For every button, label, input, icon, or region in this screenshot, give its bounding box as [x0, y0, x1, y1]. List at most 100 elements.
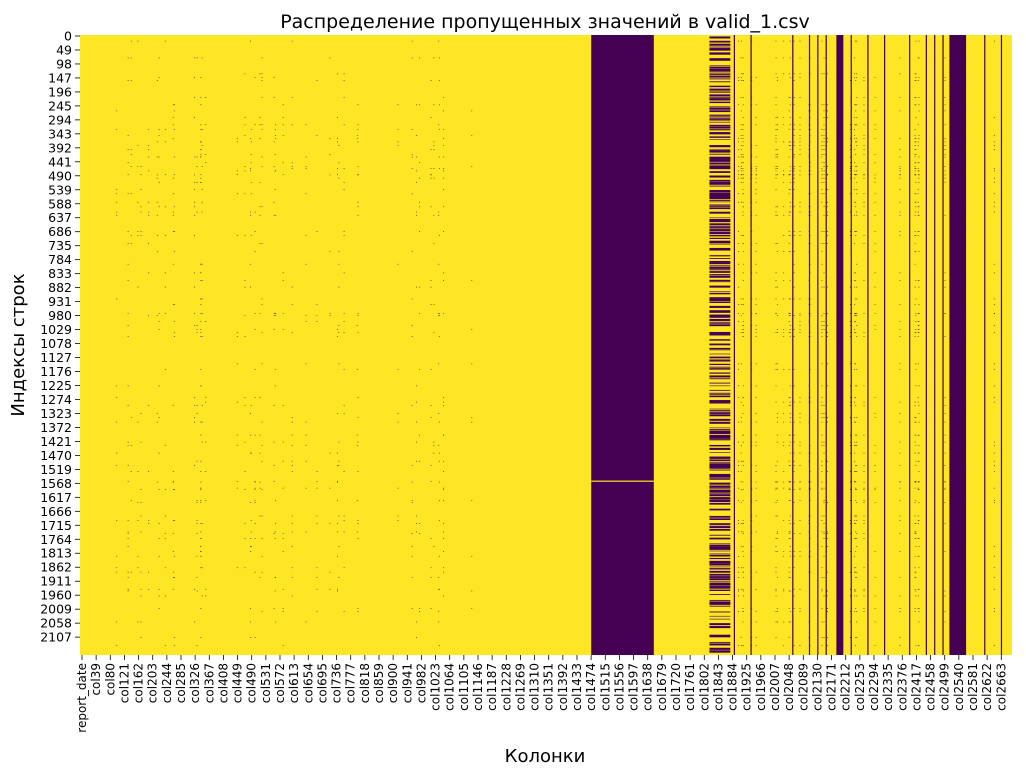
x-tick-label: col1228 — [499, 663, 513, 711]
missing-cell — [793, 481, 795, 483]
missing-cell — [742, 595, 744, 597]
missing-cell — [917, 141, 919, 143]
missing-cell — [172, 124, 174, 126]
missing-cell — [944, 595, 946, 597]
missing-cell — [411, 251, 413, 253]
missing-cell — [130, 471, 132, 472]
x-tick-label: col1556 — [612, 663, 626, 711]
missing-cell — [148, 315, 150, 317]
missing-cell — [742, 571, 744, 573]
missing-cell — [201, 145, 203, 146]
missing-cell — [823, 272, 825, 274]
missing-cell — [914, 149, 916, 151]
missing-row-segment — [709, 98, 731, 101]
missing-cell — [158, 134, 160, 136]
missing-cell — [899, 551, 901, 552]
missing-cell — [918, 280, 920, 281]
missing-cell — [755, 487, 757, 489]
missing-cell — [821, 332, 823, 333]
missing-cell — [430, 538, 432, 539]
missing-row-segment — [709, 297, 731, 299]
missing-cell — [194, 421, 196, 423]
missing-cell — [337, 138, 338, 140]
missing-cell — [250, 404, 252, 406]
missing-cell — [254, 637, 256, 638]
missing-cell — [874, 608, 876, 609]
missing-cell — [443, 313, 445, 315]
missing-cell — [874, 595, 876, 597]
missing-cell — [788, 214, 790, 216]
missing-cell — [917, 193, 919, 195]
missing-cell — [915, 149, 917, 151]
missing-cell — [742, 588, 744, 590]
missing-cell — [855, 206, 857, 208]
missing-cell — [430, 369, 432, 370]
missing-cell — [755, 272, 757, 274]
missing-cell — [116, 452, 118, 454]
missing-cell — [776, 531, 778, 533]
missing-cell — [826, 595, 828, 597]
missing-cell — [855, 567, 857, 569]
missing-cell — [397, 145, 399, 146]
missing-cell — [273, 481, 275, 482]
missing-cell — [783, 401, 785, 403]
missing-cell — [823, 595, 825, 597]
missing-cell — [854, 471, 856, 472]
missing-row-segment — [709, 566, 731, 568]
missing-cell — [329, 452, 331, 454]
missing-cell — [282, 329, 284, 330]
missing-cell — [915, 500, 917, 501]
missing-cell — [915, 444, 917, 446]
missing-cell — [755, 421, 757, 423]
missing-cell — [917, 145, 919, 146]
missing-row-segment — [709, 220, 731, 223]
missing-cell — [755, 251, 757, 253]
missing-cell — [305, 168, 307, 169]
missing-cell — [755, 182, 757, 183]
missing-cell — [274, 385, 276, 387]
missing-cell — [826, 363, 828, 365]
missing-cell — [737, 421, 739, 423]
missing-cell — [194, 313, 196, 314]
missing-cell — [254, 251, 256, 253]
missing-cell — [823, 145, 825, 146]
missing-cell — [430, 286, 432, 288]
missing-cell — [917, 80, 919, 81]
missing-cell — [856, 174, 858, 175]
missing-cell — [799, 97, 801, 98]
missing-cell — [855, 321, 857, 322]
missing-cell — [316, 588, 318, 590]
missing-cell — [775, 298, 777, 300]
missing-cell — [244, 134, 246, 136]
missing-cell — [291, 577, 293, 578]
missing-cell — [140, 595, 142, 597]
missing-cell — [200, 177, 202, 179]
missing-cell — [826, 325, 828, 326]
missing-cell — [776, 611, 778, 612]
missing-cell — [755, 645, 757, 647]
missing-cell — [776, 117, 778, 118]
missing-cell — [244, 489, 246, 490]
missing-cell — [874, 413, 876, 414]
missing-cell — [944, 104, 946, 106]
missing-cell — [430, 117, 432, 118]
missing-cell — [755, 471, 757, 472]
missing-cell — [127, 385, 129, 387]
x-tick-label: col2622 — [980, 663, 994, 711]
missing-row-segment — [709, 85, 731, 88]
missing-cell — [783, 280, 785, 281]
missing-row-segment — [709, 301, 731, 303]
missing-cell — [261, 571, 263, 573]
missing-cell — [826, 174, 828, 175]
x-tick-label: col1843 — [711, 663, 725, 711]
missing-cell — [874, 325, 876, 326]
missing-cell — [856, 73, 858, 75]
missing-cell — [821, 201, 823, 203]
missing-cell — [799, 332, 801, 333]
missing-cell — [915, 97, 917, 98]
missing-cell — [164, 206, 166, 208]
missing-cell — [899, 645, 901, 647]
missing-cell — [915, 332, 917, 333]
missing-column-line — [950, 35, 952, 655]
missing-cell — [443, 489, 445, 490]
